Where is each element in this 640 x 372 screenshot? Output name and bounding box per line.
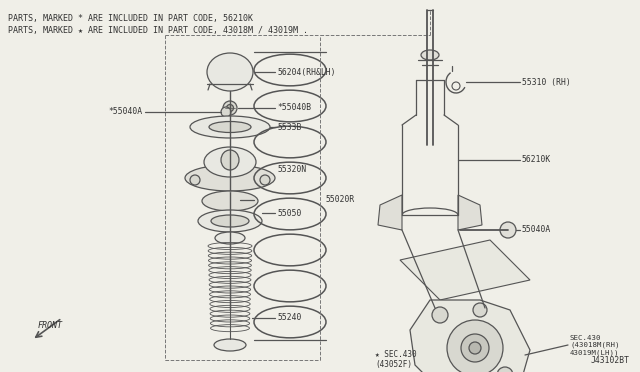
Ellipse shape xyxy=(209,122,251,132)
Text: 55240: 55240 xyxy=(277,314,301,323)
Text: 5533B: 5533B xyxy=(277,122,301,131)
Circle shape xyxy=(469,342,481,354)
Circle shape xyxy=(260,175,270,185)
Ellipse shape xyxy=(190,116,270,138)
Ellipse shape xyxy=(198,210,262,232)
Text: 55320N: 55320N xyxy=(277,166,307,174)
Text: 55040A: 55040A xyxy=(522,225,551,234)
Circle shape xyxy=(190,175,200,185)
Ellipse shape xyxy=(204,147,256,177)
Polygon shape xyxy=(410,300,530,372)
Ellipse shape xyxy=(214,339,246,351)
Text: 55310 (RH): 55310 (RH) xyxy=(522,77,571,87)
Text: PARTS, MARKED ★ ARE INCLUDED IN PART CODE, 43018M / 43019M .: PARTS, MARKED ★ ARE INCLUDED IN PART COD… xyxy=(8,26,308,35)
Text: 55020R: 55020R xyxy=(325,196,355,205)
Ellipse shape xyxy=(221,150,239,170)
Ellipse shape xyxy=(185,165,275,191)
Polygon shape xyxy=(458,195,482,230)
Circle shape xyxy=(221,107,231,117)
Text: FRONT: FRONT xyxy=(38,321,63,330)
Circle shape xyxy=(497,367,513,372)
Circle shape xyxy=(473,303,487,317)
Polygon shape xyxy=(378,195,402,230)
Text: SEC.430
(43018M(RH)
43019M(LH)): SEC.430 (43018M(RH) 43019M(LH)) xyxy=(570,335,620,356)
Circle shape xyxy=(432,307,448,323)
Ellipse shape xyxy=(207,53,253,91)
Ellipse shape xyxy=(211,215,249,227)
Circle shape xyxy=(447,320,503,372)
Text: ★ SEC.430
(43052F): ★ SEC.430 (43052F) xyxy=(375,350,417,369)
Circle shape xyxy=(227,105,234,112)
Ellipse shape xyxy=(215,232,245,244)
Text: J43102BT: J43102BT xyxy=(591,356,630,365)
Ellipse shape xyxy=(421,50,439,60)
Text: 56210K: 56210K xyxy=(522,155,551,164)
Text: *55040B: *55040B xyxy=(277,103,311,112)
Text: 55050: 55050 xyxy=(277,208,301,218)
Circle shape xyxy=(500,222,516,238)
Polygon shape xyxy=(400,240,530,300)
Circle shape xyxy=(461,334,489,362)
Text: 56204(RH&LH): 56204(RH&LH) xyxy=(277,67,335,77)
Circle shape xyxy=(223,101,237,115)
Ellipse shape xyxy=(202,191,258,211)
Text: *55040A: *55040A xyxy=(109,108,143,116)
Text: PARTS, MARKED * ARE INCLUDED IN PART CODE, 56210K: PARTS, MARKED * ARE INCLUDED IN PART COD… xyxy=(8,14,253,23)
